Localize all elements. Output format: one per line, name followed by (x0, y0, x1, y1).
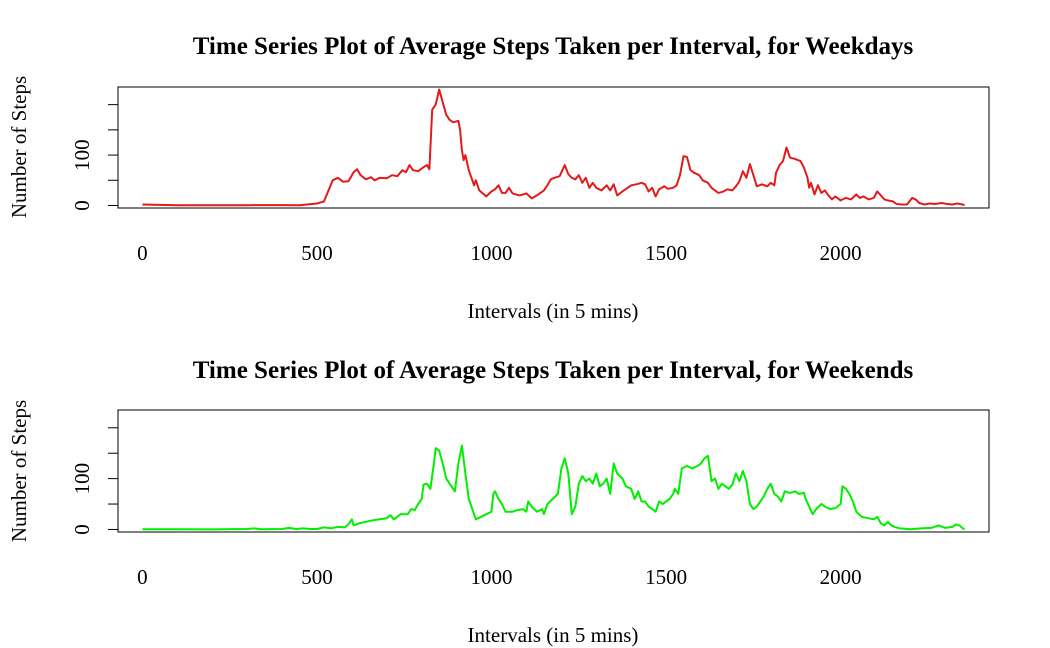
x-tick-label: 0 (137, 241, 148, 265)
weekdays-chart: Time Series Plot of Average Steps Taken … (7, 33, 990, 323)
y-tick-label: 0 (70, 524, 94, 535)
x-tick-label: 2000 (820, 565, 862, 589)
y-axis-label: Number of Steps (7, 76, 31, 218)
weekends-chart: Time Series Plot of Average Steps Taken … (7, 357, 990, 647)
x-axis: 0 500 1000 1500 2000 (137, 241, 861, 265)
y-tick-label: 100 (70, 139, 94, 171)
weekend-steps-line (142, 444, 965, 531)
x-tick-label: 1000 (471, 565, 513, 589)
y-tick-label: 0 (70, 200, 94, 211)
x-tick-label: 1500 (645, 565, 687, 589)
plot-frame (117, 86, 990, 209)
x-tick-label: 500 (301, 565, 333, 589)
x-tick-label: 1000 (471, 241, 513, 265)
x-axis-label: Intervals (in 5 mins) (468, 623, 639, 647)
y-axis-label: Number of Steps (7, 400, 31, 542)
x-tick-label: 1500 (645, 241, 687, 265)
x-tick-label: 0 (137, 565, 148, 589)
x-tick-label: 500 (301, 241, 333, 265)
y-axis: 0 100 (70, 104, 119, 211)
chart-title: Time Series Plot of Average Steps Taken … (193, 33, 914, 60)
x-axis-label: Intervals (in 5 mins) (468, 299, 639, 323)
y-tick-label: 100 (70, 463, 94, 495)
y-axis: 0 100 (70, 427, 119, 535)
weekday-steps-line (142, 88, 965, 207)
chart-title: Time Series Plot of Average Steps Taken … (193, 357, 914, 384)
x-axis: 0 500 1000 1500 2000 (137, 565, 861, 589)
x-tick-label: 2000 (820, 241, 862, 265)
